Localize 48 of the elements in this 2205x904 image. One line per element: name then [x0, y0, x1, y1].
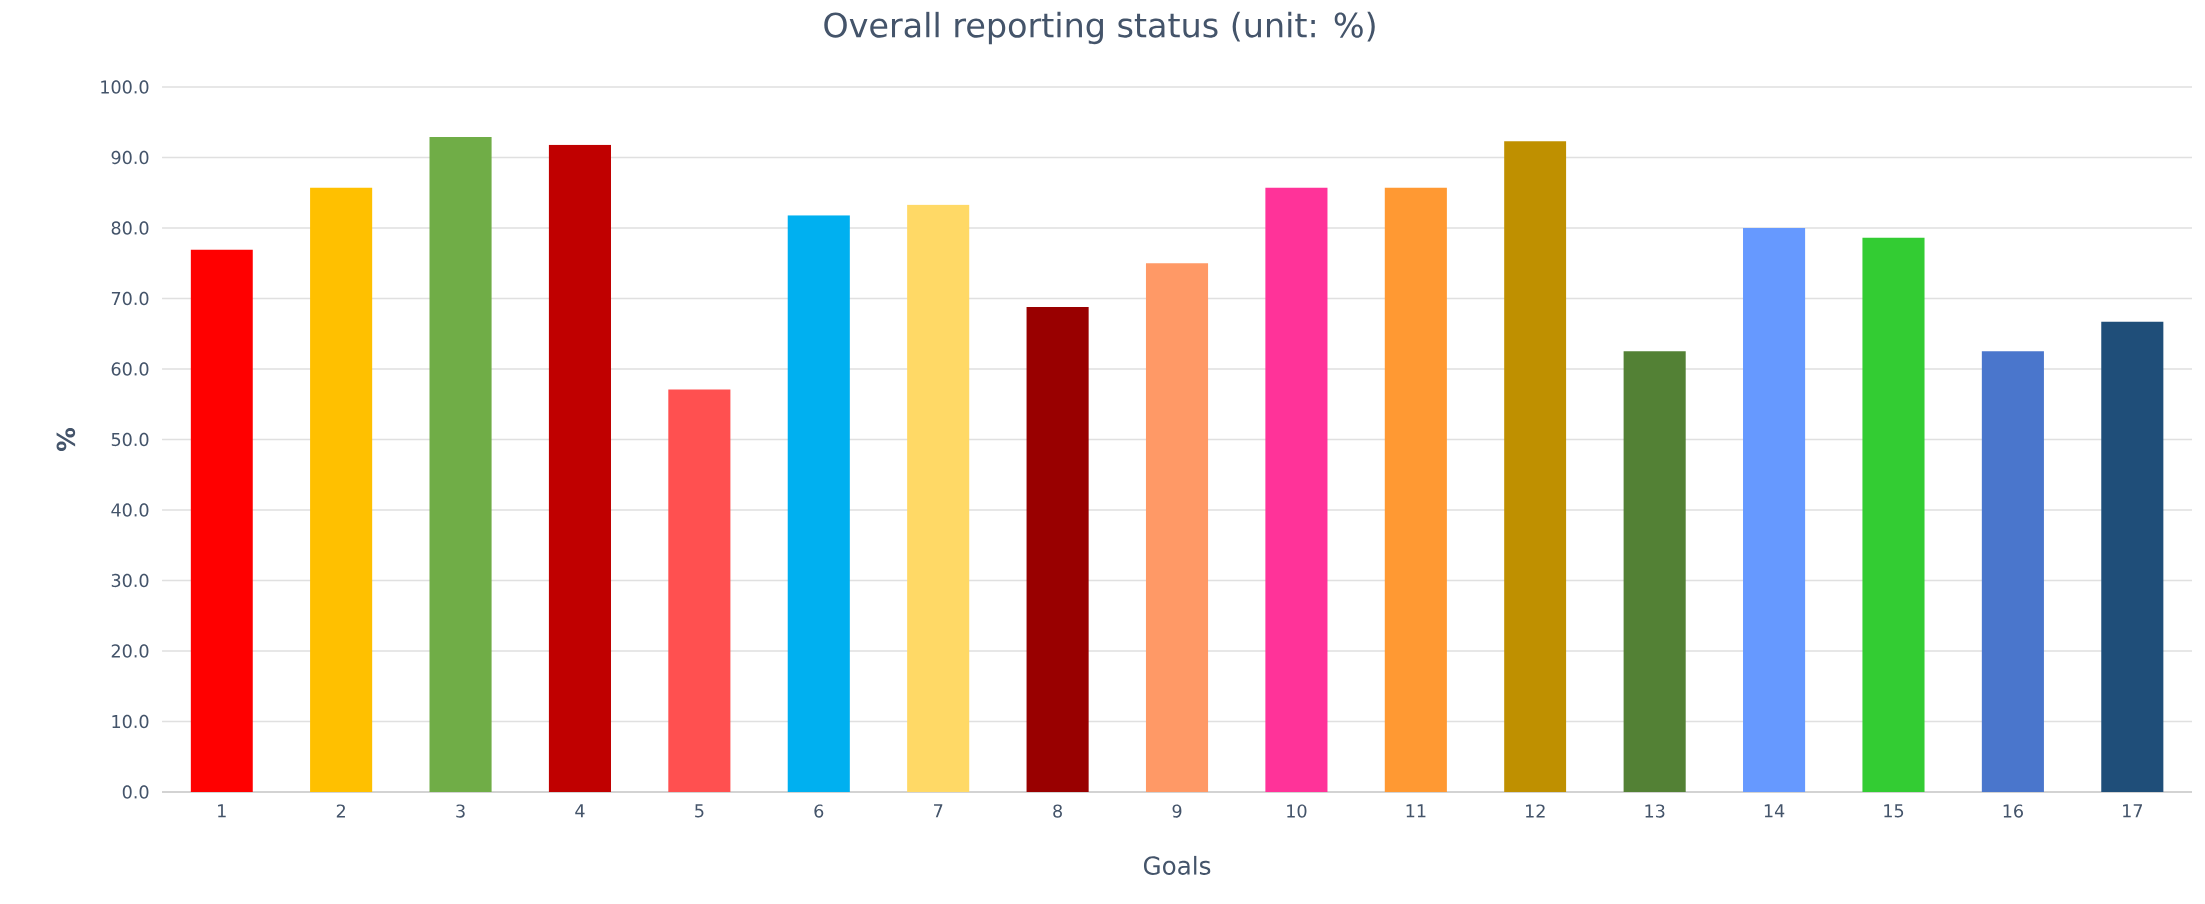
x-tick-label: 14 — [1764, 804, 1785, 818]
x-tick-label: 3 — [456, 804, 465, 818]
x-tick-label: 13 — [1645, 804, 1665, 818]
x-tick-label: 2 — [336, 804, 345, 818]
y-tick-label: 60.0 — [111, 362, 149, 376]
x-tick-label: 11 — [1406, 804, 1426, 818]
y-tick-label: 70.0 — [111, 291, 149, 306]
bar — [1504, 141, 1567, 792]
bar — [1743, 227, 1806, 792]
y-tick-label: 90.0 — [111, 150, 149, 165]
y-tick-label: 0.0 — [122, 785, 149, 799]
bar — [310, 187, 373, 792]
y-tick-label: 50.0 — [111, 432, 149, 447]
x-tick-label: 12 — [1525, 804, 1545, 818]
y-tick-label: 40.0 — [111, 503, 149, 517]
x-tick-label: 16 — [2003, 804, 2023, 818]
bar — [548, 144, 611, 792]
x-tick-label: 17 — [2123, 804, 2142, 818]
bar — [907, 204, 970, 792]
y-tick-label: 10.0 — [112, 714, 149, 729]
bar — [1862, 237, 1925, 792]
y-axis-title: % — [56, 427, 76, 452]
bar — [190, 249, 253, 792]
x-tick-label: 8 — [1053, 804, 1062, 818]
x-tick-label: 4 — [575, 804, 585, 818]
chart-title: Overall reporting status (unit: %) — [824, 11, 1375, 45]
bar — [1265, 187, 1328, 792]
bar — [1981, 351, 2044, 792]
x-tick-label: 5 — [695, 804, 704, 818]
y-tick-label: 100.0 — [101, 80, 149, 94]
x-tick-label: 7 — [934, 804, 943, 818]
x-tick-label: 9 — [1172, 804, 1182, 818]
bar — [429, 137, 492, 792]
bar — [787, 215, 850, 792]
y-tick-label: 80.0 — [111, 221, 149, 235]
y-tick-label: 20.0 — [111, 644, 149, 658]
bar — [1623, 351, 1686, 792]
bar — [1145, 263, 1209, 792]
bar — [2101, 321, 2164, 792]
x-tick-label: 10 — [1287, 804, 1307, 818]
x-tick-label: 6 — [814, 804, 824, 818]
x-tick-label: 1 — [218, 804, 226, 818]
y-tick-label: 30.0 — [111, 573, 149, 588]
bar — [1384, 187, 1447, 792]
bar — [1026, 306, 1089, 792]
x-axis-title: Goals — [1143, 855, 1211, 875]
bar — [668, 389, 731, 792]
x-tick-label: 15 — [1884, 804, 1904, 818]
